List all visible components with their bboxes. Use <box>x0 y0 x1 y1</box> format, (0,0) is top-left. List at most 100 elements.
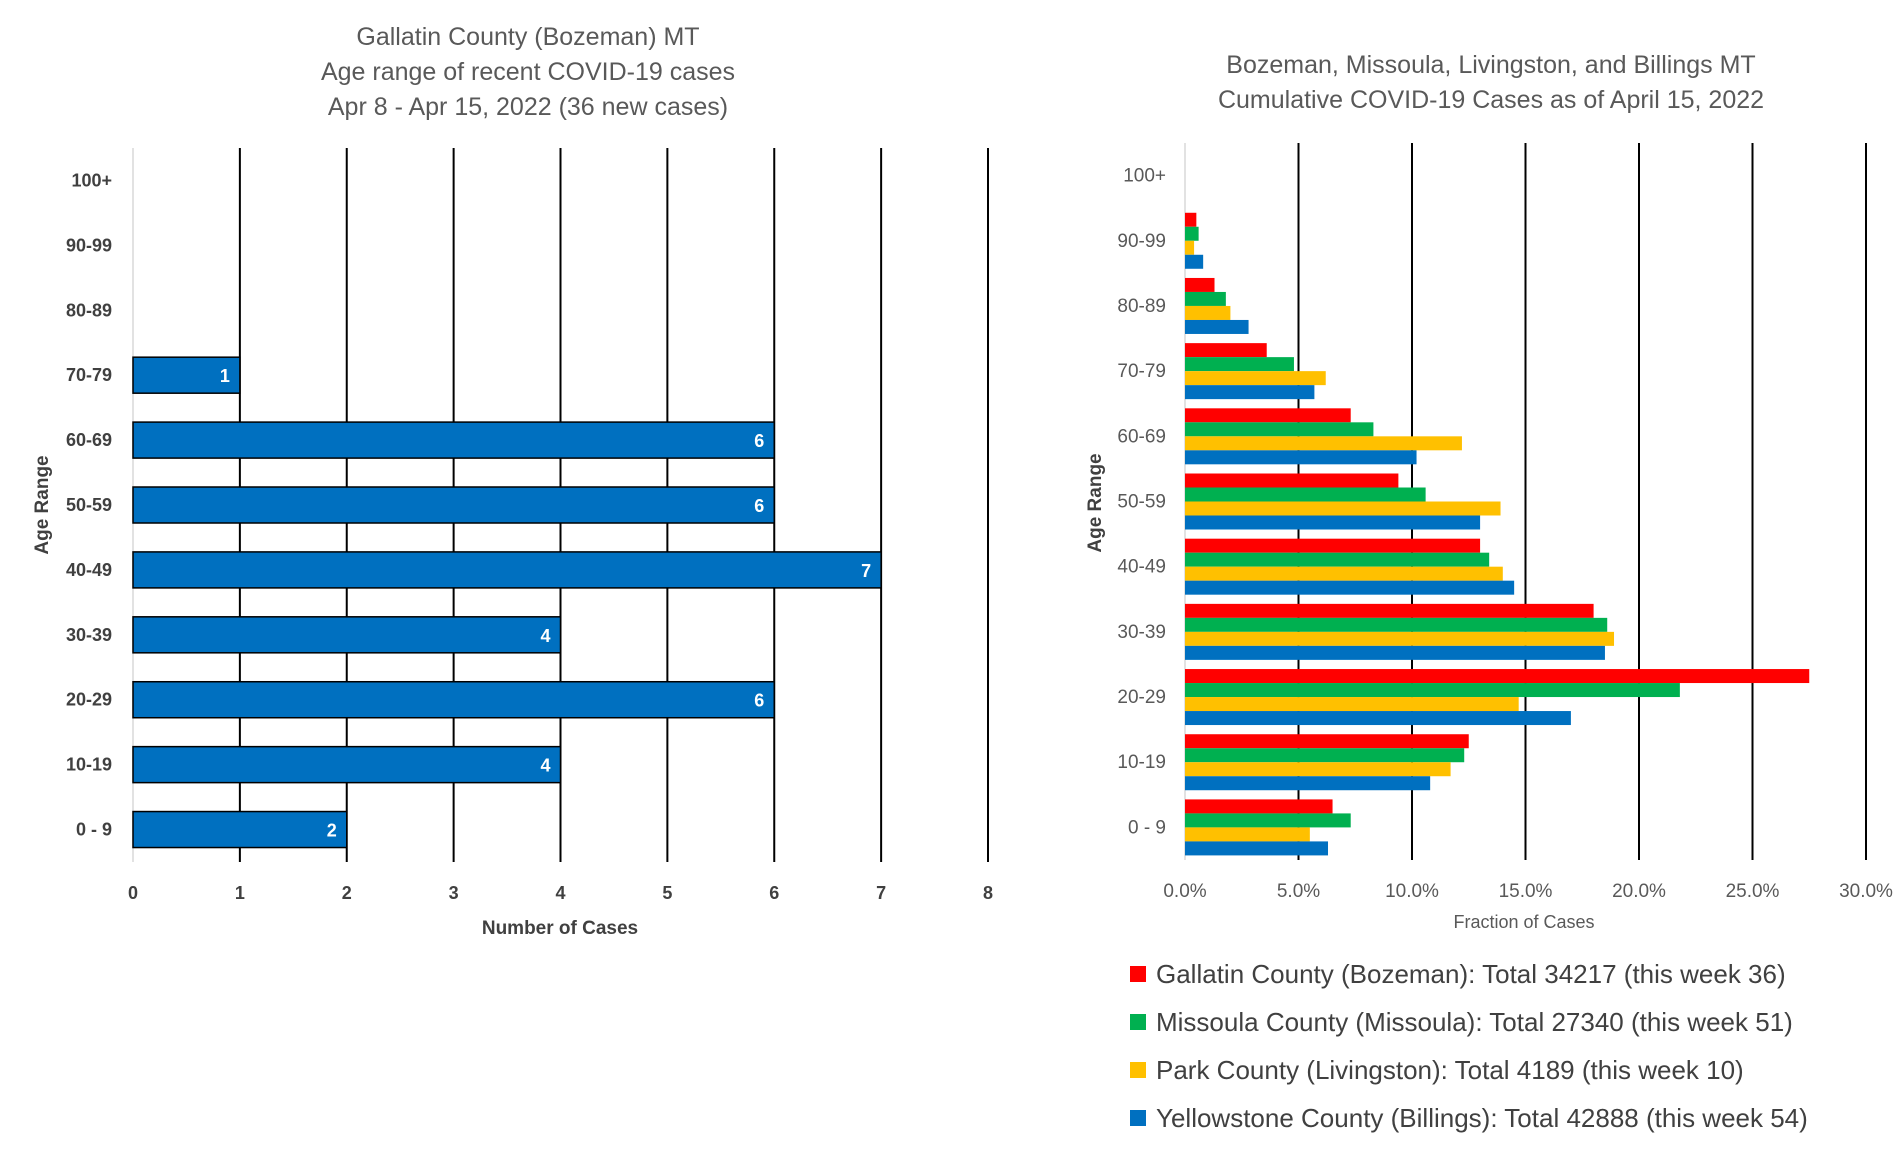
left-category-label: 100+ <box>71 170 112 190</box>
left-category-label: 60-69 <box>66 430 112 450</box>
right-bar <box>1185 603 1594 618</box>
right-x-tick-label: 15.0% <box>1499 881 1553 902</box>
left-category-label: 30-39 <box>66 625 112 645</box>
right-chart-x-axis-title: Fraction of Cases <box>1453 912 1594 932</box>
left-x-tick-label: 6 <box>769 883 779 903</box>
right-x-tick-label: 25.0% <box>1726 881 1780 902</box>
right-bar <box>1185 277 1215 292</box>
right-bar <box>1185 436 1462 451</box>
left-x-tick-label: 5 <box>662 883 672 903</box>
right-bar <box>1185 319 1249 334</box>
left-data-label: 2 <box>327 821 337 841</box>
right-bar <box>1185 385 1315 400</box>
left-chart-y-axis-title: Age Range <box>32 455 53 554</box>
left-x-tick-label: 8 <box>983 883 993 903</box>
age-range-recent-cases-chart: Gallatin County (Bozeman) MT Age range o… <box>32 23 993 939</box>
right-x-tick-label: 5.0% <box>1277 881 1320 902</box>
right-category-label: 100+ <box>1123 166 1166 187</box>
right-bar <box>1185 487 1426 502</box>
right-bar <box>1185 422 1374 437</box>
right-chart-legend: Gallatin County (Bozeman): Total 34217 (… <box>1130 950 1808 1142</box>
left-x-tick-label: 1 <box>235 883 245 903</box>
left-category-label: 40-49 <box>66 560 112 580</box>
right-bar <box>1185 748 1465 763</box>
left-category-label: 20-29 <box>66 690 112 710</box>
right-x-tick-label: 0.0% <box>1163 881 1206 902</box>
right-category-label: 10-19 <box>1117 752 1166 773</box>
right-bar <box>1185 240 1195 255</box>
right-bar <box>1185 645 1605 660</box>
right-bar <box>1185 631 1615 646</box>
left-data-label: 1 <box>220 366 230 386</box>
left-category-label: 80-89 <box>66 300 112 320</box>
legend-item-gallatin: Gallatin County (Bozeman): Total 34217 (… <box>1130 950 1808 998</box>
left-data-label: 4 <box>540 626 550 646</box>
right-bar <box>1185 762 1451 777</box>
right-category-label: 50-59 <box>1117 492 1166 513</box>
right-bar <box>1185 827 1310 842</box>
right-bar <box>1185 357 1294 372</box>
right-chart-y-axis-title: Age Range <box>1085 453 1106 552</box>
left-bar <box>132 421 775 459</box>
right-chart-title-line-2: Cumulative COVID-19 Cases as of April 15… <box>1218 86 1764 114</box>
legend-swatch-yellowstone <box>1130 1110 1146 1126</box>
right-bar <box>1185 711 1571 726</box>
left-data-label: 4 <box>540 756 550 776</box>
left-category-label: 70-79 <box>66 365 112 385</box>
right-bar <box>1185 226 1199 241</box>
left-data-label: 6 <box>754 691 764 711</box>
cumulative-cases-chart: Bozeman, Missoula, Livingston, and Billi… <box>1085 51 1893 932</box>
left-x-tick-label: 7 <box>876 883 886 903</box>
left-x-tick-label: 4 <box>555 883 565 903</box>
legend-item-park: Park County (Livingston): Total 4189 (th… <box>1130 1046 1808 1094</box>
right-category-label: 90-99 <box>1117 231 1166 252</box>
left-x-tick-label: 2 <box>342 883 352 903</box>
left-bar <box>132 810 348 849</box>
left-bar <box>132 551 882 589</box>
right-bar <box>1185 799 1333 814</box>
legend-item-yellowstone: Yellowstone County (Billings): Total 428… <box>1130 1094 1808 1142</box>
left-category-label: 50-59 <box>66 495 112 515</box>
left-bar <box>132 745 562 784</box>
right-bar <box>1185 343 1267 358</box>
right-bar <box>1185 305 1231 320</box>
right-bar <box>1185 212 1197 227</box>
right-bar <box>1185 813 1351 828</box>
right-x-tick-label: 10.0% <box>1385 881 1439 902</box>
right-bar <box>1185 841 1329 856</box>
right-category-label: 0 - 9 <box>1128 817 1166 838</box>
left-category-label: 90-99 <box>66 235 112 255</box>
right-bar <box>1185 371 1326 386</box>
right-bar <box>1185 552 1490 567</box>
right-bar <box>1185 697 1519 712</box>
left-chart-bars: 2 4 6 4 7 6 6 1 <box>132 356 882 849</box>
legend-swatch-missoula <box>1130 1014 1146 1030</box>
right-bar <box>1185 538 1481 553</box>
left-chart-title-line-2: Age range of recent COVID-19 cases <box>321 58 735 86</box>
right-category-label: 40-49 <box>1117 557 1166 578</box>
right-bar <box>1185 473 1399 488</box>
left-x-tick-label: 3 <box>449 883 459 903</box>
right-chart-title-line-1: Bozeman, Missoula, Livingston, and Billi… <box>1226 51 1755 79</box>
right-bar <box>1185 254 1204 269</box>
right-bar <box>1185 683 1680 698</box>
left-category-label: 0 - 9 <box>76 820 112 840</box>
right-category-label: 60-69 <box>1117 426 1166 447</box>
legend-label-gallatin: Gallatin County (Bozeman): Total 34217 (… <box>1156 958 1786 989</box>
legend-item-missoula: Missoula County (Missoula): Total 27340 … <box>1130 998 1808 1046</box>
left-data-label: 6 <box>754 496 764 516</box>
right-chart-x-tick-labels: 0.0% 5.0% 10.0% 15.0% 20.0% 25.0% 30.0% <box>1163 881 1893 902</box>
legend-swatch-park <box>1130 1062 1146 1078</box>
left-chart-x-axis-title: Number of Cases <box>482 918 638 939</box>
left-chart-title-line-1: Gallatin County (Bozeman) MT <box>356 23 699 51</box>
right-bar <box>1185 450 1417 465</box>
right-bar <box>1185 734 1469 749</box>
left-bar <box>132 616 562 654</box>
right-bar <box>1185 515 1481 530</box>
right-bar <box>1185 408 1351 423</box>
left-chart-category-labels: 0 - 9 10-19 20-29 30-39 40-49 50-59 60-69 70-79… <box>66 170 112 839</box>
left-chart-title-line-3: Apr 8 - Apr 15, 2022 (36 new cases) <box>328 93 728 121</box>
left-x-tick-label: 0 <box>128 883 138 903</box>
left-bar <box>132 680 775 719</box>
